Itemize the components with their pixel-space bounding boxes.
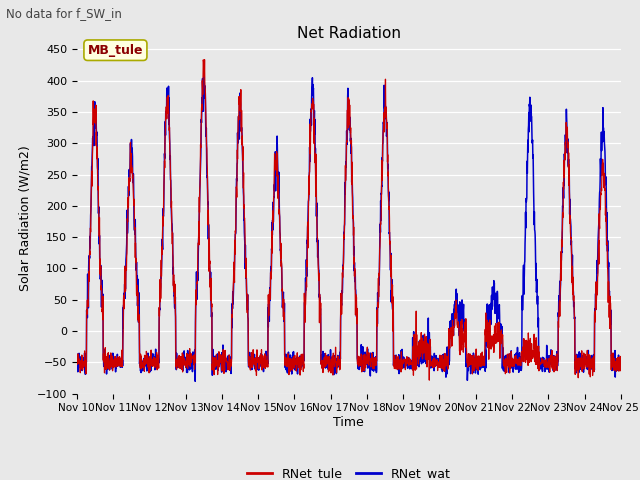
RNet_wat [365,354,372,360]
RNet_wat [200,64,208,70]
Line: RNet_tule: RNet_tule [77,60,621,380]
RNet_wat [617,364,625,370]
RNet_tule [617,361,625,367]
RNet_tule [201,57,209,62]
RNet_wat [584,348,592,353]
RNet_tule [365,362,372,368]
Legend: RNet_tule, RNet_wat: RNet_tule, RNet_wat [242,462,456,480]
RNet_wat [570,287,577,292]
RNet_wat [225,352,233,358]
RNet_wat [377,198,385,204]
RNet_tule [376,220,384,226]
Text: No data for f_SW_in: No data for f_SW_in [6,7,122,20]
RNet_wat [73,367,81,373]
X-axis label: Time: Time [333,416,364,429]
Title: Net Radiation: Net Radiation [297,25,401,41]
RNet_tule [584,359,592,364]
RNet_wat [191,378,199,384]
RNet_tule [508,348,515,354]
RNet_wat [508,348,515,354]
Line: RNet_wat: RNet_wat [77,67,621,381]
RNet_tule [73,358,81,363]
RNet_tule [225,363,232,369]
Text: MB_tule: MB_tule [88,44,143,57]
RNet_tule [570,295,577,300]
RNet_tule [426,377,433,383]
Y-axis label: Solar Radiation (W/m2): Solar Radiation (W/m2) [18,145,31,291]
